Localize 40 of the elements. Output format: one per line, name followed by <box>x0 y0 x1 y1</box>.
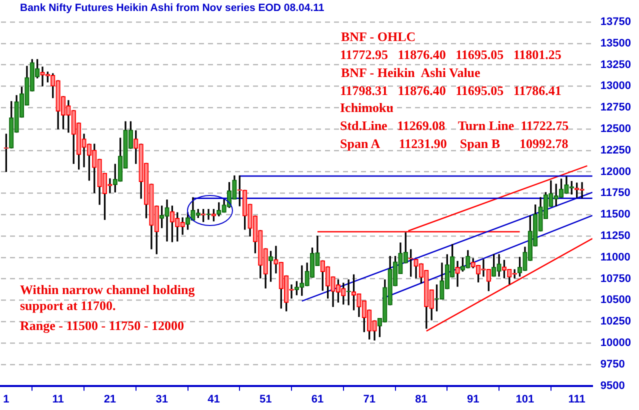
y-tick-label: 10250 <box>600 316 632 328</box>
x-tick-label: 21 <box>104 393 116 406</box>
x-tick-label: 1 <box>3 393 10 406</box>
annotation: Ichimoku <box>340 100 394 116</box>
annotation: 11798.31 11876.40 11695.05 11786.41 <box>340 83 562 99</box>
y-tick-label: 11250 <box>600 230 630 242</box>
y-tick-label: 13500 <box>600 37 632 50</box>
y-tick-label: 12250 <box>600 144 632 156</box>
y-tick-label: 11500 <box>600 208 630 221</box>
chart-title: Bank Nifty Futures Heikin Ashi from Nov series EOD 08.04.11 <box>20 2 324 14</box>
x-tick-label: 51 <box>259 393 272 406</box>
x-tick-label: 31 <box>156 393 168 406</box>
y-tick-label: 9500 <box>600 380 625 392</box>
annotation: Within narrow channel holding support at 11700. <box>20 282 196 314</box>
y-tick-label: 10500 <box>600 294 632 306</box>
annotation: Span A 11231.90 Span B 10992.78 <box>340 136 568 152</box>
x-tick-label: 81 <box>415 393 428 406</box>
y-tick-label: 12500 <box>600 123 632 136</box>
x-tick-label: 61 <box>311 393 324 406</box>
x-tick-label: 111 <box>568 393 586 406</box>
x-tick-label: 91 <box>466 393 480 406</box>
y-tick-label: 11000 <box>600 251 630 264</box>
y-tick-label: 13000 <box>600 80 632 92</box>
x-tick-label: 71 <box>363 393 376 406</box>
annotation: Std.Line 11269.08 Turn Line 11722.75 <box>340 118 569 134</box>
x-tick-label: 101 <box>516 393 534 406</box>
x-tick-label: 11 <box>52 393 64 406</box>
annotation: BNF - OHLC <box>341 29 416 45</box>
annotation: BNF - Heikin Ashi Value <box>341 65 480 81</box>
y-tick-label: 10000 <box>600 337 632 350</box>
y-tick-label: 13250 <box>600 58 632 71</box>
y-tick-label: 12750 <box>600 102 632 114</box>
y-tick-label: 13750 <box>600 16 632 28</box>
y-tick-label: 10750 <box>600 272 632 285</box>
x-tick-label: 41 <box>208 393 220 406</box>
annotation: 11772.95 11876.40 11695.05 11801.25 <box>340 47 562 63</box>
y-tick-label: 12000 <box>600 166 632 178</box>
annotation: Range - 11500 - 11750 - 12000 <box>20 318 184 334</box>
y-tick-label: 11750 <box>600 187 630 200</box>
y-tick-label: 9750 <box>600 358 625 370</box>
